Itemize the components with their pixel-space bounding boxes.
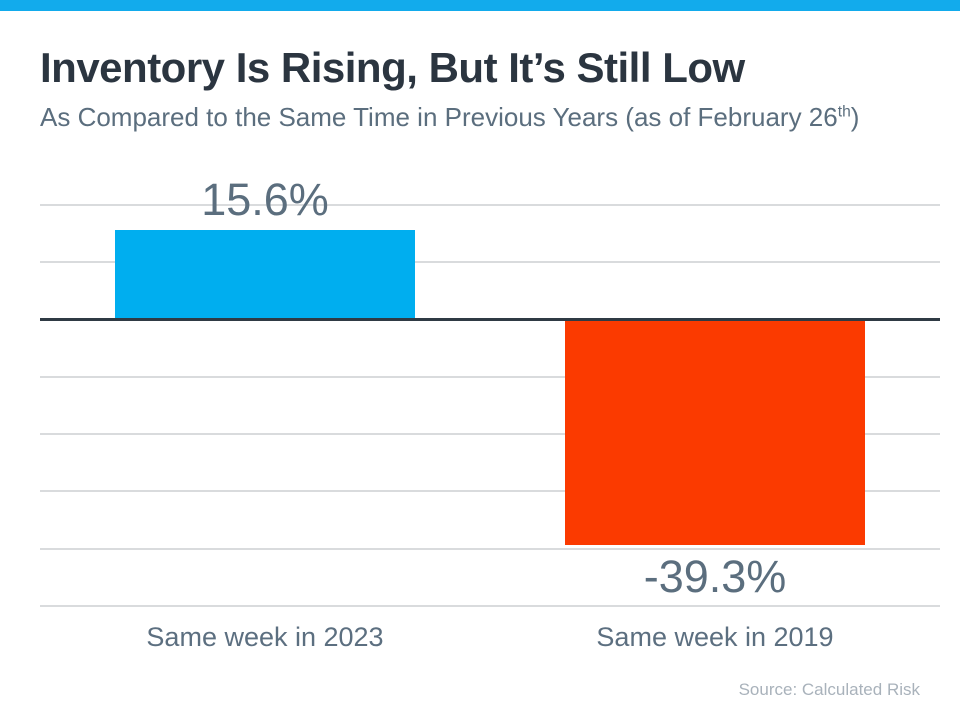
bar-value-label: 15.6% xyxy=(201,174,329,226)
x-axis-label-2019: Same week in 2019 xyxy=(596,622,834,652)
gridline xyxy=(40,605,940,607)
gridline xyxy=(40,433,940,436)
gridline xyxy=(40,490,940,493)
page-subtitle: As Compared to the Same Time in Previous… xyxy=(40,102,859,133)
accent-top-strip xyxy=(0,0,960,11)
source-attribution: Source: Calculated Risk xyxy=(738,680,920,699)
bar-same-week-2019 xyxy=(565,319,865,545)
page-title: Inventory Is Rising, But It’s Still Low xyxy=(40,44,745,91)
bar-value-label: -39.3% xyxy=(643,550,787,602)
gridline xyxy=(40,547,940,550)
x-axis-label-2023: Same week in 2023 xyxy=(146,622,384,652)
subtitle-main: As Compared to the Same Time in Previous… xyxy=(40,102,838,132)
subtitle-superscript: th xyxy=(837,103,851,121)
bar-same-week-2023 xyxy=(115,230,415,320)
zero-axis-line xyxy=(40,318,940,322)
gridline xyxy=(40,204,940,206)
gridline xyxy=(40,375,940,378)
plot-area: 15.6% -39.3% xyxy=(40,174,940,607)
gridline xyxy=(40,261,940,264)
x-axis-labels: Same week in 2023 Same week in 2019 xyxy=(40,621,940,655)
subtitle-close: ) xyxy=(850,102,860,132)
